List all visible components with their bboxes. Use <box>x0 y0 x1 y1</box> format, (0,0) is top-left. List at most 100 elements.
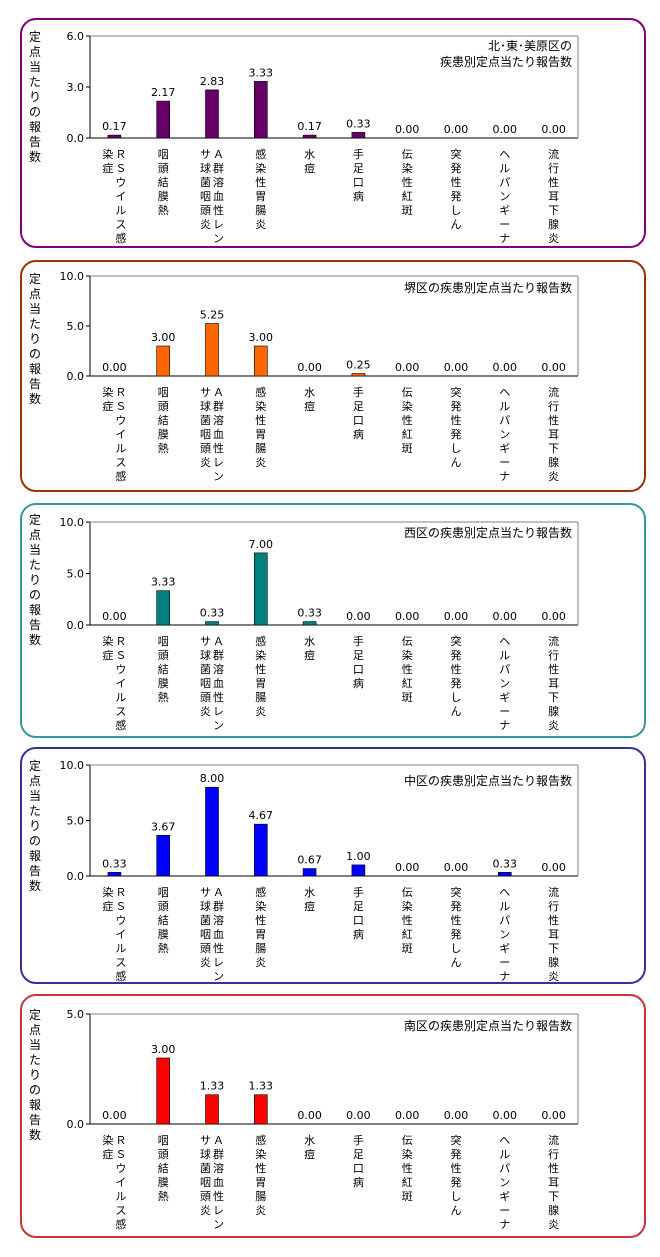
svg-text:熱: 熱 <box>158 442 169 455</box>
svg-text:Ｓ: Ｓ <box>115 649 126 662</box>
bar-value-label: 1.00 <box>346 850 371 863</box>
svg-text:水: 水 <box>304 148 315 161</box>
svg-text:紅: 紅 <box>402 428 413 441</box>
svg-text:炎: 炎 <box>255 956 266 969</box>
svg-text:性: 性 <box>451 413 462 427</box>
svg-text:染: 染 <box>102 885 113 899</box>
chart-title: 西区の疾患別定点当たり報告数 <box>404 525 572 540</box>
svg-text:血: 血 <box>213 927 224 941</box>
chart-svg: 0.05.0南区の疾患別定点当たり報告数0.00ＲＳウイルス感染症3.00咽頭結… <box>67 1008 579 1231</box>
svg-text:感: 感 <box>115 232 126 245</box>
bar-2 <box>156 1057 170 1125</box>
svg-text:咽: 咽 <box>158 886 169 899</box>
svg-text:頭: 頭 <box>200 204 211 217</box>
svg-text:頭: 頭 <box>158 900 169 913</box>
bar-value-label: 0.33 <box>346 117 371 130</box>
svg-text:伝: 伝 <box>402 1134 413 1147</box>
svg-text:ギ: ギ <box>499 204 510 217</box>
svg-text:胃: 胃 <box>255 1176 266 1189</box>
svg-text:行: 行 <box>548 162 559 175</box>
x-tick-label: 水痘 <box>304 1134 315 1161</box>
svg-text:水: 水 <box>304 386 315 399</box>
svg-text:ー: ー <box>499 218 510 231</box>
svg-text:ウ: ウ <box>115 1162 126 1175</box>
bar-3 <box>205 621 219 626</box>
svg-text:ウ: ウ <box>115 914 126 927</box>
bar-value-label: 5.25 <box>200 309 225 322</box>
svg-text:ル: ル <box>115 942 126 955</box>
svg-text:ギ: ギ <box>499 442 510 455</box>
bar-value-label: 0.00 <box>395 610 420 623</box>
svg-text:し: し <box>451 1190 462 1203</box>
svg-text:性: 性 <box>548 662 559 676</box>
svg-text:血: 血 <box>213 1175 224 1189</box>
bar-value-label: 4.67 <box>249 809 274 822</box>
y-tick-label: 5.0 <box>67 1008 85 1021</box>
svg-text:炎: 炎 <box>548 719 559 732</box>
svg-text:Ｓ: Ｓ <box>115 1148 126 1161</box>
svg-text:し: し <box>451 442 462 455</box>
bar-value-label: 0.00 <box>493 361 518 374</box>
x-tick-label: 水痘 <box>304 886 315 913</box>
chart-title: 北･東･美原区の <box>488 39 572 53</box>
svg-text:Ｒ: Ｒ <box>115 886 126 899</box>
bar-value-label: 3.33 <box>249 66 274 79</box>
svg-text:痘: 痘 <box>304 161 315 175</box>
svg-text:パ: パ <box>499 414 510 427</box>
svg-text:Ｒ: Ｒ <box>115 1134 126 1147</box>
svg-text:流: 流 <box>548 634 559 648</box>
svg-text:ギ: ギ <box>499 691 510 704</box>
svg-text:ん: ん <box>451 956 462 969</box>
svg-text:感: 感 <box>115 1218 126 1231</box>
bar-4 <box>254 345 268 377</box>
bar-value-label: 1.33 <box>200 1080 225 1093</box>
svg-text:発: 発 <box>451 648 462 662</box>
svg-text:サ: サ <box>200 148 211 161</box>
svg-text:ル: ル <box>499 162 510 175</box>
svg-text:溶: 溶 <box>213 413 224 427</box>
svg-text:頭: 頭 <box>158 1148 169 1161</box>
bar-4 <box>254 552 268 626</box>
svg-text:群: 群 <box>213 161 224 175</box>
svg-text:菌: 菌 <box>200 914 211 927</box>
svg-text:性: 性 <box>213 1189 224 1203</box>
svg-text:行: 行 <box>548 649 559 662</box>
y-tick-label: 10.0 <box>60 516 85 529</box>
svg-text:伝: 伝 <box>402 886 413 899</box>
bar-value-label: 0.00 <box>395 1109 420 1122</box>
bar-3 <box>205 786 219 877</box>
svg-text:Ａ: Ａ <box>213 148 224 161</box>
chart-svg: 0.05.010.0西区の疾患別定点当たり報告数0.00ＲＳウイルス感染症3.3… <box>60 516 579 732</box>
svg-text:血: 血 <box>213 189 224 203</box>
svg-text:斑: 斑 <box>402 204 413 217</box>
svg-text:サ: サ <box>200 886 211 899</box>
svg-text:口: 口 <box>353 914 364 927</box>
svg-text:ス: ス <box>115 1204 126 1217</box>
svg-text:足: 足 <box>353 400 364 413</box>
y-tick-label: 0.0 <box>67 370 85 383</box>
chart-panel-5: 定点当たりの報告数 0.0 5.0 南区の疾患別定点当たり報告数 0.00 Ｒ Ｓ ウイルス感… <box>20 994 646 1238</box>
svg-text:ん: ん <box>451 705 462 718</box>
x-tick-label: 水痘 <box>304 148 315 175</box>
bar-2 <box>156 590 170 626</box>
bar-value-label: 3.67 <box>151 820 176 833</box>
svg-text:イ: イ <box>115 428 126 441</box>
bar-value-label: 0.00 <box>346 1109 371 1122</box>
svg-text:ン: ン <box>499 677 510 690</box>
svg-text:菌: 菌 <box>200 414 211 427</box>
svg-text:性: 性 <box>402 662 413 676</box>
svg-text:染: 染 <box>255 161 266 175</box>
chart-title: 中区の疾患別定点当たり報告数 <box>404 773 572 788</box>
svg-text:ナ: ナ <box>499 1218 510 1231</box>
svg-text:咽: 咽 <box>158 386 169 399</box>
